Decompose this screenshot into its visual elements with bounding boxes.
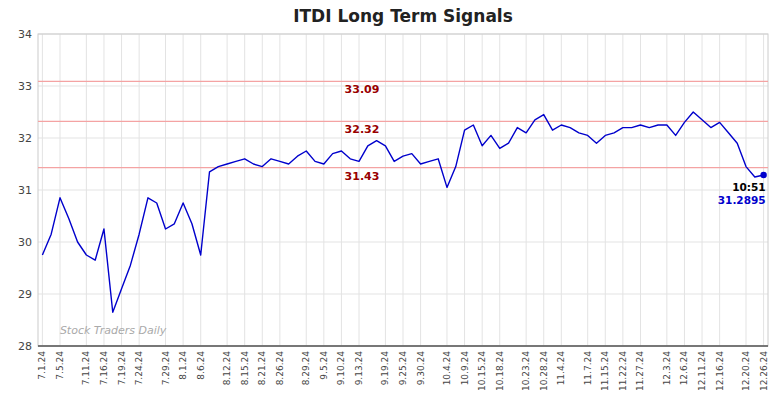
- x-tick-label: 11.15.24: [600, 351, 610, 391]
- x-tick-label: 12.16.24: [715, 351, 725, 391]
- title: ITDI Long Term Signals: [293, 6, 513, 26]
- grid: [38, 34, 768, 346]
- x-tick-label: 8.26.24: [275, 351, 285, 386]
- reference-line: [38, 121, 768, 122]
- x-tick-label: 12.6.24: [679, 351, 689, 386]
- y-tick-label: 28: [18, 340, 32, 353]
- x-tick-label: 11.7.24: [583, 351, 593, 386]
- annotation: 10:51: [732, 181, 765, 193]
- x-tick-label: 9.30.24: [416, 351, 426, 386]
- y-tick-label: 32: [18, 132, 32, 145]
- reference-label: 32.32: [345, 123, 380, 136]
- chart: ITDI Long Term Signals 28 29 30 31 32 33 34 7.1.…: [0, 0, 784, 398]
- y-tick-label: 31: [18, 184, 32, 197]
- x-tick-label: 10.28.24: [539, 351, 549, 391]
- x-tick-label: 12.3.24: [662, 351, 672, 386]
- x-tick-label: 9.19.24: [380, 351, 390, 386]
- x-tick-label: 8.15.24: [240, 351, 250, 386]
- x-tick-label: 9.10.24: [336, 351, 346, 386]
- plot-area: [38, 81, 768, 312]
- x-axis-line: [38, 345, 768, 347]
- x-tick-label: 7.24.24: [134, 351, 144, 386]
- x-tick-label: 7.29.24: [161, 351, 171, 386]
- x-tick-label: 7.1.24: [37, 351, 47, 380]
- x-tick-label: 7.19.24: [117, 351, 127, 386]
- x-tick-label: 10.18.24: [495, 351, 505, 391]
- x-tick-label: 8.29.24: [301, 351, 311, 386]
- y-grid-line: [38, 346, 768, 347]
- x-tick-label: 7.11.24: [81, 351, 91, 386]
- x-tick-label: 9.25.24: [398, 351, 408, 386]
- x-tick-label: 10.4.24: [442, 351, 452, 386]
- plot-frame: [38, 34, 768, 346]
- y-tick-label: 30: [18, 236, 32, 249]
- reference-label: 31.43: [345, 170, 380, 183]
- x-tick-label: 10.15.24: [477, 351, 487, 391]
- price-line: [42, 112, 763, 312]
- x-tick-label: 9.5.24: [319, 351, 329, 380]
- x-tick-label: 11.22.24: [618, 351, 628, 391]
- x-tick-label: 7.5.24: [55, 351, 65, 380]
- x-tick-label: 12.26.24: [759, 351, 769, 391]
- reference-line: [38, 167, 768, 168]
- reference-line: [38, 81, 768, 82]
- x-tick-label: 7.16.24: [99, 351, 109, 386]
- y-tick-label: 33: [18, 80, 32, 93]
- x-tick-label: 8.1.24: [178, 351, 188, 380]
- x-tick-label: 8.6.24: [196, 351, 206, 380]
- annotation: 31.2895: [718, 194, 766, 206]
- x-tick-label: 10.9.24: [460, 351, 470, 386]
- x-tick-label: 8.21.24: [257, 351, 267, 386]
- x-tick-label: 10.23.24: [521, 351, 531, 391]
- x-tick-label: 11.4.24: [556, 351, 566, 386]
- y-tick-label: 34: [18, 28, 32, 41]
- x-tick-label: 9.13.24: [354, 351, 364, 386]
- y-tick-label: 29: [18, 288, 32, 301]
- last-point: [760, 172, 766, 178]
- reference-label: 33.09: [345, 83, 380, 96]
- x-tick-label: 12.20.24: [741, 351, 751, 391]
- x-tick-label: 8.12.24: [222, 351, 232, 386]
- x-tick-label: 12.11.24: [697, 351, 707, 391]
- watermark: Stock Traders Daily: [60, 324, 167, 337]
- x-tick-label: 11.27.24: [635, 351, 645, 391]
